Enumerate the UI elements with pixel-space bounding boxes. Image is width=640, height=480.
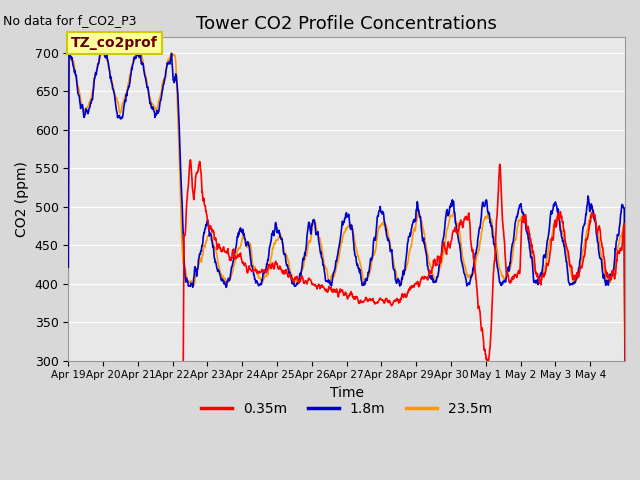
Title: Tower CO2 Profile Concentrations: Tower CO2 Profile Concentrations [196, 15, 497, 33]
Legend: 0.35m, 1.8m, 23.5m: 0.35m, 1.8m, 23.5m [196, 396, 497, 422]
Y-axis label: CO2 (ppm): CO2 (ppm) [15, 161, 29, 237]
X-axis label: Time: Time [330, 386, 364, 400]
Text: TZ_co2prof: TZ_co2prof [71, 36, 158, 50]
Text: No data for f_CO2_P3: No data for f_CO2_P3 [3, 14, 137, 27]
